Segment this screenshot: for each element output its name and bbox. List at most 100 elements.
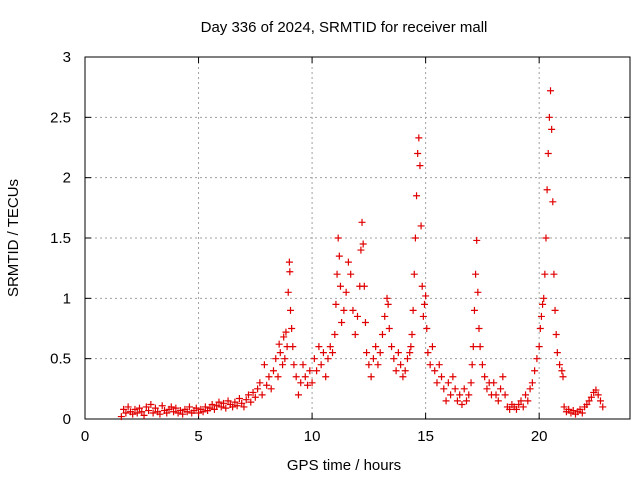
data-point: [384, 300, 392, 308]
data-point: [543, 186, 551, 194]
data-point: [494, 397, 502, 405]
data-point: [388, 343, 396, 351]
data-point: [578, 409, 586, 417]
data-point: [324, 355, 332, 363]
x-tick-label: 0: [81, 428, 89, 445]
data-point: [545, 113, 553, 121]
data-point: [535, 343, 543, 351]
data-point: [596, 397, 604, 405]
data-point: [392, 367, 400, 375]
data-point: [176, 407, 184, 415]
data-point: [124, 403, 132, 411]
data-point: [145, 407, 153, 415]
data-point: [426, 361, 434, 369]
data-point: [465, 391, 473, 399]
data-point: [472, 270, 480, 278]
data-point: [492, 391, 500, 399]
data-point: [447, 391, 455, 399]
data-point: [347, 270, 355, 278]
data-point: [308, 379, 316, 387]
data-point: [399, 373, 407, 381]
data-point: [306, 367, 314, 375]
data-point: [206, 404, 214, 412]
data-point: [313, 367, 321, 375]
data-point: [556, 361, 564, 369]
data-point: [560, 403, 568, 411]
data-point: [526, 385, 534, 393]
data-point: [547, 87, 555, 95]
data-point: [195, 409, 203, 417]
x-axis-label: GPS time / hours: [287, 457, 401, 474]
data-point: [224, 397, 232, 405]
data-point: [456, 391, 464, 399]
data-point: [269, 367, 277, 375]
y-tick-label: 3: [63, 49, 71, 66]
data-point: [415, 134, 423, 142]
data-point: [528, 379, 536, 387]
data-point: [199, 408, 207, 416]
data-point: [231, 398, 239, 406]
data-point: [490, 379, 498, 387]
data-point: [431, 367, 439, 375]
data-point: [428, 343, 436, 351]
data-points: [117, 87, 607, 421]
data-point: [531, 367, 539, 375]
data-point: [192, 404, 200, 412]
data-point: [287, 306, 295, 314]
x-tick-label: 10: [304, 428, 321, 445]
data-point: [418, 282, 426, 290]
data-point: [420, 300, 428, 308]
data-point: [413, 192, 421, 200]
y-tick-label: 1.5: [50, 230, 71, 247]
data-point: [310, 355, 318, 363]
data-point: [235, 394, 243, 402]
data-point: [585, 397, 593, 405]
data-point: [215, 398, 223, 406]
data-point: [332, 300, 340, 308]
data-point: [542, 234, 550, 242]
data-point: [151, 404, 159, 412]
data-point: [390, 355, 398, 363]
data-point: [167, 403, 175, 411]
data-point: [319, 349, 327, 357]
data-point: [363, 349, 371, 357]
data-point: [468, 361, 476, 369]
data-point: [138, 408, 146, 416]
data-point: [417, 222, 425, 230]
data-point: [481, 373, 489, 381]
data-point: [408, 331, 416, 339]
chart-title: Day 336 of 2024, SRMTID for receiver mal…: [201, 19, 488, 36]
data-point: [442, 397, 450, 405]
data-point: [533, 355, 541, 363]
data-point: [285, 258, 293, 266]
data-point: [592, 386, 600, 394]
data-point: [249, 388, 257, 396]
data-point: [506, 405, 514, 413]
data-point: [222, 404, 230, 412]
data-point: [279, 361, 287, 369]
data-point: [537, 312, 545, 320]
data-point: [407, 343, 415, 351]
data-point: [335, 252, 343, 260]
data-point: [540, 294, 548, 302]
y-tick-label: 1: [63, 290, 71, 307]
data-point: [411, 234, 419, 242]
data-point: [460, 385, 468, 393]
data-point: [276, 349, 284, 357]
data-point: [548, 125, 556, 133]
data-point: [406, 349, 414, 357]
data-point: [336, 282, 344, 290]
x-tick-label: 20: [531, 428, 548, 445]
data-point: [322, 373, 330, 381]
data-point: [317, 361, 325, 369]
data-point: [474, 288, 482, 296]
data-point: [383, 294, 391, 302]
data-point: [438, 373, 446, 381]
data-point: [458, 401, 466, 409]
data-point: [550, 270, 558, 278]
data-point: [256, 379, 264, 387]
data-point: [558, 367, 566, 375]
data-point: [229, 403, 237, 411]
data-point: [158, 402, 166, 410]
